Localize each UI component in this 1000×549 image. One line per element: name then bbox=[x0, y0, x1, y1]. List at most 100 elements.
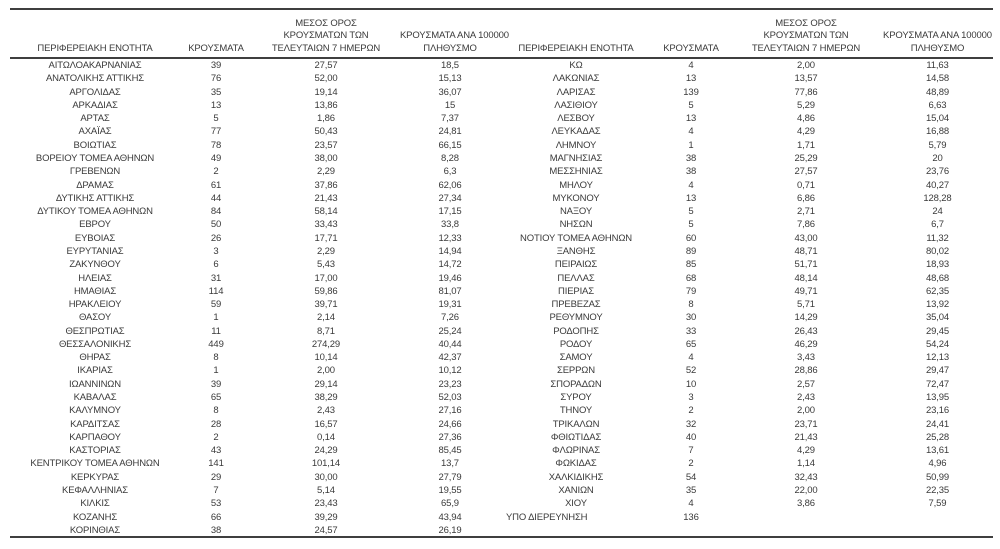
table-cell: 1 bbox=[213, 365, 219, 377]
table-cell: 50,43 bbox=[314, 126, 338, 138]
table-cell: 52 bbox=[685, 365, 697, 377]
table-right-half: ΠΕΡΙΦΕΡΕΙΑΚΗ ΕΝΟΤΗΤΑ ΚΡΟΥΣΜΑΤΑ ΜΕΣΟΣ ΟΡΟ… bbox=[500, 10, 993, 524]
table-cell: 22,00 bbox=[794, 485, 818, 496]
table-cell: 24,66 bbox=[438, 418, 462, 430]
table-cell: 84 bbox=[210, 206, 222, 218]
col-header-label: ΚΡΟΥΣΜΑΤΑ bbox=[188, 43, 244, 55]
table-row: ΚΟΖΑΝΗΣ 66 39,29 43,94 bbox=[10, 511, 500, 524]
table-cell: 25,24 bbox=[438, 325, 462, 337]
table-cell: 23,23 bbox=[438, 378, 462, 390]
table-cell: 77 bbox=[210, 126, 222, 138]
table-cell: 18,93 bbox=[925, 259, 950, 271]
table-cell: ΑΡΤΑΣ bbox=[80, 113, 110, 125]
table-row: ΤΡΙΚΑΛΩΝ 32 23,71 24,41 bbox=[500, 418, 993, 431]
table-cell: 28 bbox=[210, 418, 222, 430]
table-cell: 21,43 bbox=[794, 431, 818, 443]
table-row: ΜΗΛΟΥ 4 0,71 40,27 bbox=[500, 179, 993, 192]
table-cell: ΦΘΙΩΤΙΔΑΣ bbox=[550, 431, 602, 443]
table-cell: 2,29 bbox=[317, 245, 335, 257]
table-cell: 4 bbox=[688, 60, 694, 71]
table-row: ΛΗΜΝΟΥ 1 1,71 5,79 bbox=[500, 139, 993, 152]
table-cell: ΡΟΔΟΥ bbox=[559, 338, 593, 350]
table-cell: 14,72 bbox=[438, 259, 462, 271]
table-row: ΣΕΡΡΩΝ 52 28,86 29,47 bbox=[500, 364, 993, 377]
col-header-regional-unit: ΠΕΡΙΦΕΡΕΙΑΚΗ ΕΝΟΤΗΤΑ bbox=[10, 10, 180, 59]
table-cell: ΚΕΝΤΡΙΚΟΥ ΤΟΜΕΑ ΑΘΗΝΩΝ bbox=[30, 458, 160, 470]
table-row: ΑΝΑΤΟΛΙΚΗΣ ΑΤΤΙΚΗΣ 76 52,00 15,13 bbox=[10, 72, 500, 85]
table-cell: 136 bbox=[683, 511, 699, 523]
table-cell: ΒΟΡΕΙΟΥ ΤΟΜΕΑ ΑΘΗΝΩΝ bbox=[35, 152, 155, 164]
table-row: ΙΩΑΝΝΙΝΩΝ 39 29,14 23,23 bbox=[10, 378, 500, 391]
table-cell: ΚΙΛΚΙΣ bbox=[80, 498, 110, 510]
table-row: ΔΥΤΙΚΗΣ ΑΤΤΙΚΗΣ 44 21,43 27,34 bbox=[10, 192, 500, 205]
table-cell: ΦΛΩΡΙΝΑΣ bbox=[552, 445, 600, 457]
table-row: ΦΘΙΩΤΙΔΑΣ 40 21,43 25,28 bbox=[500, 431, 993, 444]
table-cell: 35 bbox=[210, 86, 222, 98]
table-cell: 5,71 bbox=[797, 299, 815, 311]
table-cell: ΚΩ bbox=[569, 60, 583, 71]
table-cell: 6,3 bbox=[443, 166, 457, 178]
table-cell: 35,04 bbox=[925, 312, 950, 324]
table-row: ΚΙΛΚΙΣ 53 23,43 65,9 bbox=[10, 497, 500, 510]
table-cell: 4 bbox=[688, 352, 694, 364]
table-cell: ΝΟΤΙΟΥ ΤΟΜΕΑ ΑΘΗΝΩΝ bbox=[520, 232, 632, 244]
table-cell: ΗΛΕΙΑΣ bbox=[78, 272, 112, 284]
table-row: ΚΕΦΑΛΛΗΝΙΑΣ 7 5,14 19,55 bbox=[10, 484, 500, 497]
table-cell: 5,14 bbox=[317, 485, 335, 496]
table-cell: ΜΥΚΟΝΟΥ bbox=[552, 192, 600, 204]
table-cell: ΧΙΟΥ bbox=[565, 498, 587, 510]
table-cell: 52,00 bbox=[314, 73, 338, 85]
table-row: ΛΑΚΩΝΙΑΣ 13 13,57 14,58 bbox=[500, 72, 993, 85]
table-cell: ΔΡΑΜΑΣ bbox=[76, 179, 114, 191]
table-cell: 24 bbox=[932, 206, 943, 218]
table-row: ΚΑΡΔΙΤΣΑΣ 28 16,57 24,66 bbox=[10, 418, 500, 431]
table-cell: 1,14 bbox=[797, 458, 815, 470]
table-cell: 59,86 bbox=[314, 285, 338, 297]
table-cell: 2,00 bbox=[797, 405, 815, 417]
table-row: ΕΥΒΟΙΑΣ 26 17,71 12,33 bbox=[10, 232, 500, 245]
table-cell: ΤΗΝΟΥ bbox=[559, 405, 593, 417]
table-cell: ΞΑΝΘΗΣ bbox=[556, 245, 596, 257]
table-row: ΕΥΡΥΤΑΝΙΑΣ 3 2,29 14,94 bbox=[10, 245, 500, 258]
table-cell: 0,71 bbox=[797, 179, 815, 191]
table-cell: 40 bbox=[685, 431, 697, 443]
table-cell: 8 bbox=[688, 299, 694, 311]
table-row: ΛΑΡΙΣΑΣ 139 77,86 48,89 bbox=[500, 86, 993, 99]
table-cell: ΗΜΑΘΙΑΣ bbox=[73, 285, 117, 297]
table-cell: 4,86 bbox=[797, 113, 815, 125]
table-cell: 17,00 bbox=[314, 272, 338, 284]
table-cell: 39,71 bbox=[314, 299, 338, 311]
table-cell: 141 bbox=[208, 458, 224, 470]
table-cell: ΦΩΚΙΔΑΣ bbox=[555, 458, 597, 470]
table-cell: 10 bbox=[685, 378, 697, 390]
col-header-label: ΤΕΛΕΥΤΑΙΩΝ 7 ΗΜΕΡΩΝ bbox=[751, 43, 861, 55]
table-cell: 27,34 bbox=[438, 192, 462, 204]
table-cell: 2,00 bbox=[797, 60, 815, 71]
table-cell: 18,5 bbox=[441, 60, 459, 71]
table-cell: 13,92 bbox=[925, 299, 950, 311]
table-cell: 48,14 bbox=[794, 272, 818, 284]
table-row: ΘΕΣΠΡΩΤΙΑΣ 11 8,71 25,24 bbox=[10, 325, 500, 338]
table-cell: ΗΡΑΚΛΕΙΟΥ bbox=[68, 299, 122, 311]
table-cell: 13,7 bbox=[441, 458, 459, 470]
table-cell: ΠΕΛΛΑΣ bbox=[557, 272, 595, 284]
table-row: ΣΠΟΡΑΔΩΝ 10 2,57 72,47 bbox=[500, 378, 993, 391]
table-cell: 19,14 bbox=[314, 86, 338, 98]
table-row: ΒΟΙΩΤΙΑΣ 78 23,57 66,15 bbox=[10, 139, 500, 152]
table-cell: 72,47 bbox=[925, 378, 950, 390]
table-row: ΗΜΑΘΙΑΣ 114 59,86 81,07 bbox=[10, 285, 500, 298]
table-cell: 29,47 bbox=[925, 365, 950, 377]
table-row: ΓΡΕΒΕΝΩΝ 2 2,29 6,3 bbox=[10, 165, 500, 178]
table-cell: 30,00 bbox=[314, 471, 338, 483]
header-row: ΠΕΡΙΦΕΡΕΙΑΚΗ ΕΝΟΤΗΤΑ ΚΡΟΥΣΜΑΤΑ ΜΕΣΟΣ ΟΡΟ… bbox=[500, 10, 993, 59]
table-cell: 14,29 bbox=[794, 312, 818, 324]
table-cell: ΤΡΙΚΑΛΩΝ bbox=[552, 418, 600, 430]
table-row: ΡΕΘΥΜΝΟΥ 30 14,29 35,04 bbox=[500, 311, 993, 324]
table-cell: 38,29 bbox=[314, 392, 338, 404]
table-cell: 38 bbox=[685, 166, 697, 178]
table-cell: ΥΠΟ ΔΙΕΡΕΥΝΗΣΗ bbox=[506, 511, 588, 523]
col-header-label: ΚΡΟΥΣΜΑΤΩΝ ΤΩΝ bbox=[763, 30, 849, 42]
table-cell: 2 bbox=[688, 458, 694, 470]
table-cell: ΘΕΣΣΑΛΟΝΙΚΗΣ bbox=[58, 338, 132, 350]
table-row: ΞΑΝΘΗΣ 89 48,71 80,02 bbox=[500, 245, 993, 258]
